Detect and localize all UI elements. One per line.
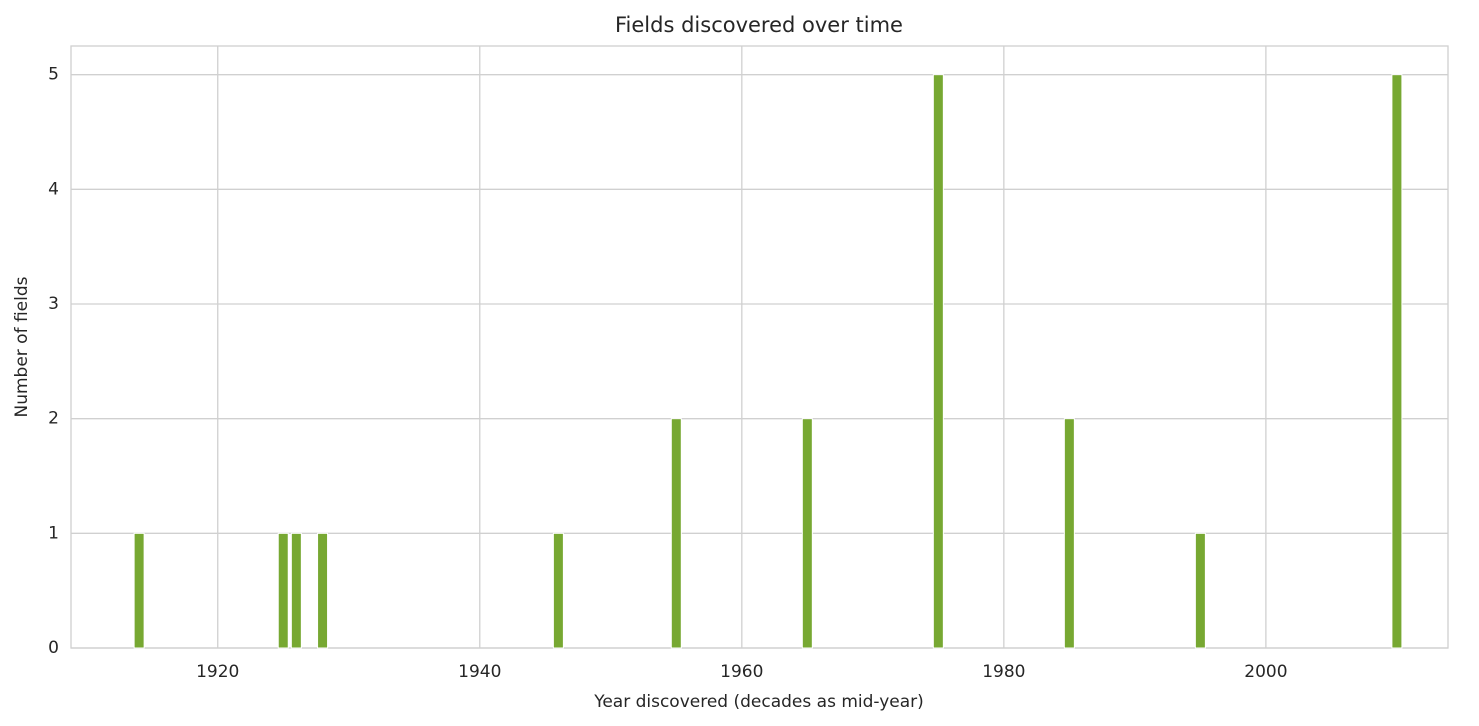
y-tick-label: 3 (48, 294, 59, 314)
bar (670, 418, 682, 649)
x-tick-label: 1940 (458, 662, 501, 682)
x-tick-label: 1980 (982, 662, 1025, 682)
bar (317, 532, 329, 649)
bar (1063, 418, 1075, 649)
y-tick-label: 2 (48, 409, 59, 429)
y-tick-label: 4 (48, 179, 59, 199)
x-tick-label: 1960 (720, 662, 763, 682)
chart-title: Fields discovered over time (615, 13, 903, 37)
x-axis-label: Year discovered (decades as mid-year) (593, 692, 924, 712)
y-tick-label: 1 (48, 523, 59, 543)
bar (1391, 74, 1403, 649)
y-tick-label: 5 (48, 65, 59, 85)
y-tick-label: 0 (48, 638, 59, 658)
plot-frame (70, 45, 1449, 649)
bar (1194, 532, 1206, 649)
y-axis-label: Number of fields (12, 276, 32, 417)
bar (277, 532, 289, 649)
bar (932, 74, 944, 649)
x-tick-label: 2000 (1244, 662, 1287, 682)
bar (133, 532, 145, 649)
x-tick-label: 1920 (196, 662, 239, 682)
bar (290, 532, 302, 649)
bar (552, 532, 564, 649)
bar (801, 418, 813, 649)
